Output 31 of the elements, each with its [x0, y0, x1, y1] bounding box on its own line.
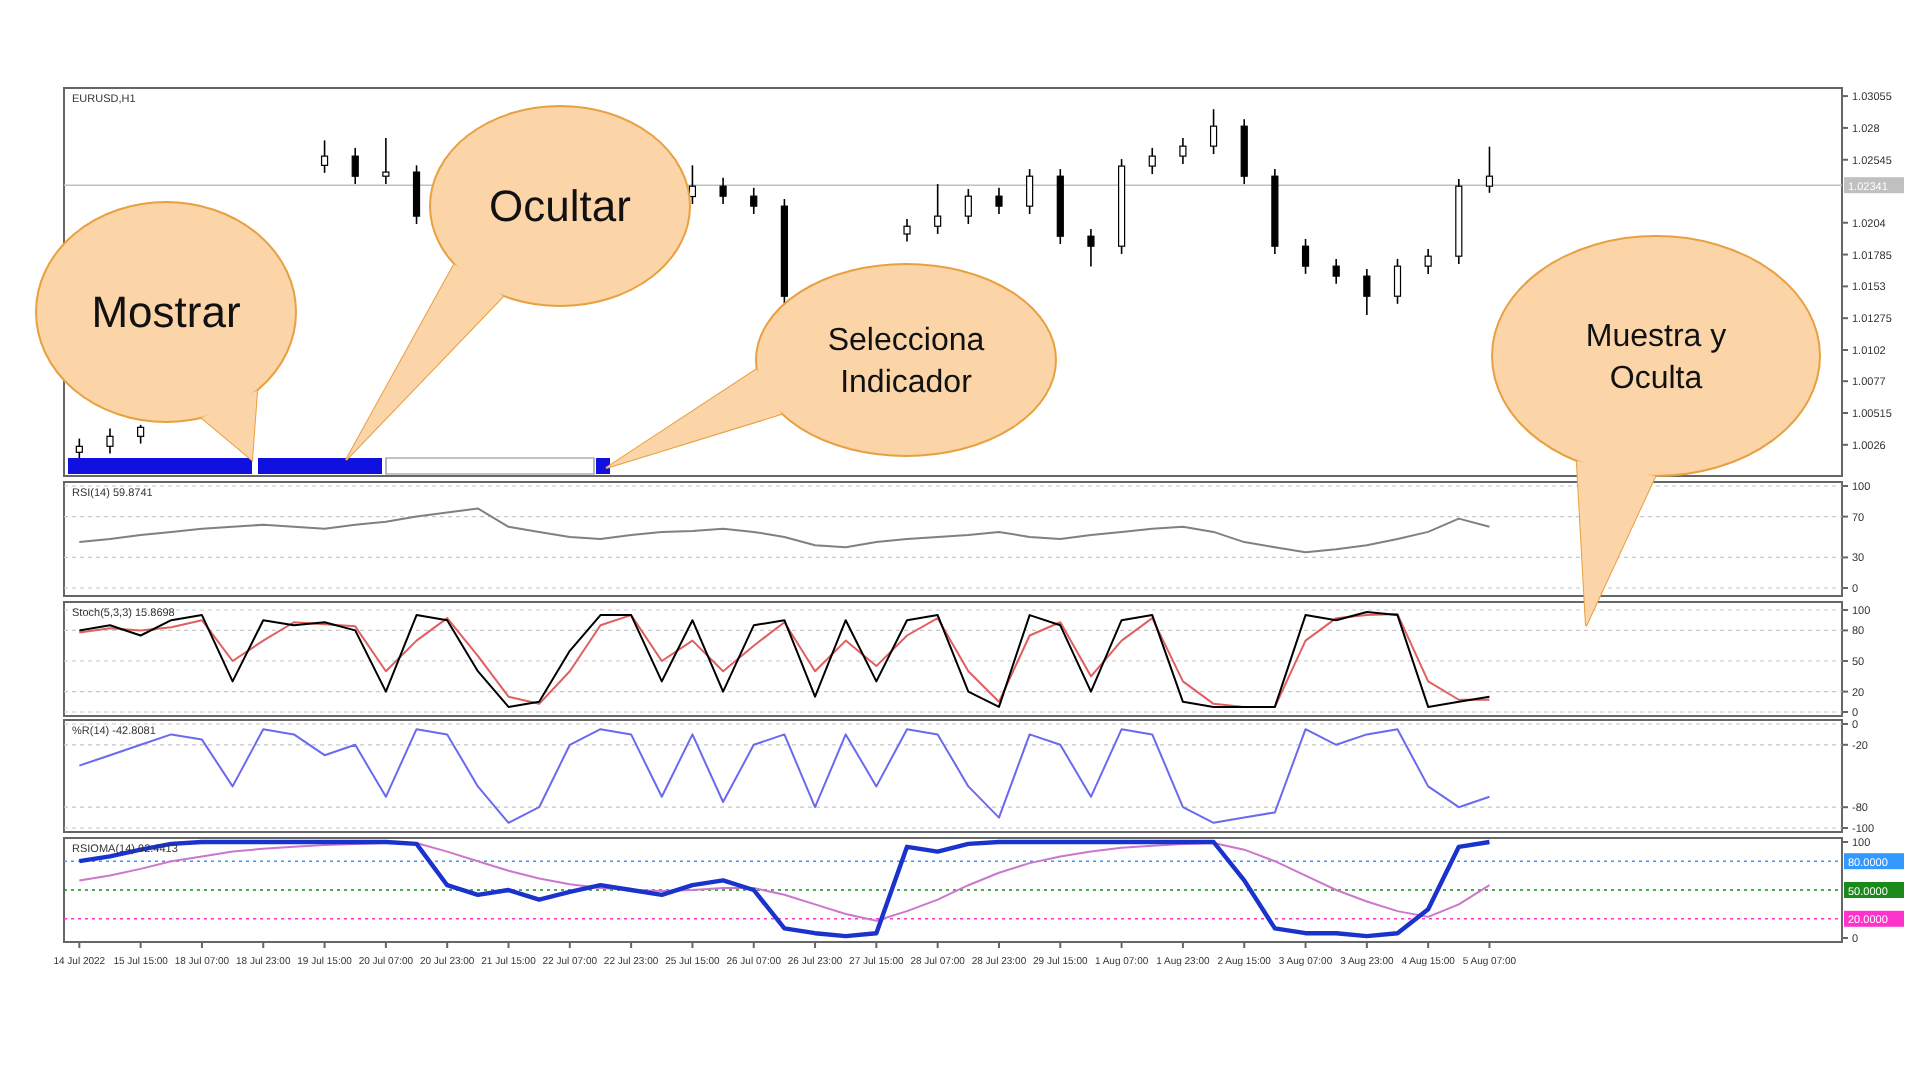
annotation: Mostrar [91, 287, 241, 338]
candlestick [1148, 147, 1156, 175]
annotation: Selecciona Indicador [827, 324, 985, 400]
candlestick [1485, 145, 1494, 194]
candlestick [412, 164, 421, 225]
candlestick [1209, 108, 1218, 155]
line-series [78, 507, 1491, 554]
candlestick [1179, 137, 1187, 165]
candlestick [1363, 268, 1371, 316]
line-series [77, 839, 1492, 939]
candlestick [903, 218, 911, 243]
speech-bubble: Ocultar [345, 105, 691, 461]
candlestick [1393, 258, 1402, 305]
candlestick [1026, 168, 1034, 215]
candlestick [106, 427, 114, 455]
candlestick [1301, 238, 1310, 275]
candlestick [382, 137, 390, 185]
candlestick [750, 187, 758, 215]
candlestick [1424, 248, 1432, 275]
candlestick [995, 187, 1003, 215]
candlestick [719, 177, 727, 205]
annotation: Muestra y Oculta [1585, 320, 1727, 396]
candlestick [75, 437, 83, 461]
candlestick [964, 188, 972, 225]
candlestick [1087, 228, 1095, 268]
candlestick [934, 183, 942, 235]
candlestick [137, 424, 145, 445]
candlestick [351, 147, 359, 185]
annotation: Ocultar [489, 181, 631, 232]
candlestick [320, 139, 329, 174]
candlestick [1332, 258, 1340, 285]
